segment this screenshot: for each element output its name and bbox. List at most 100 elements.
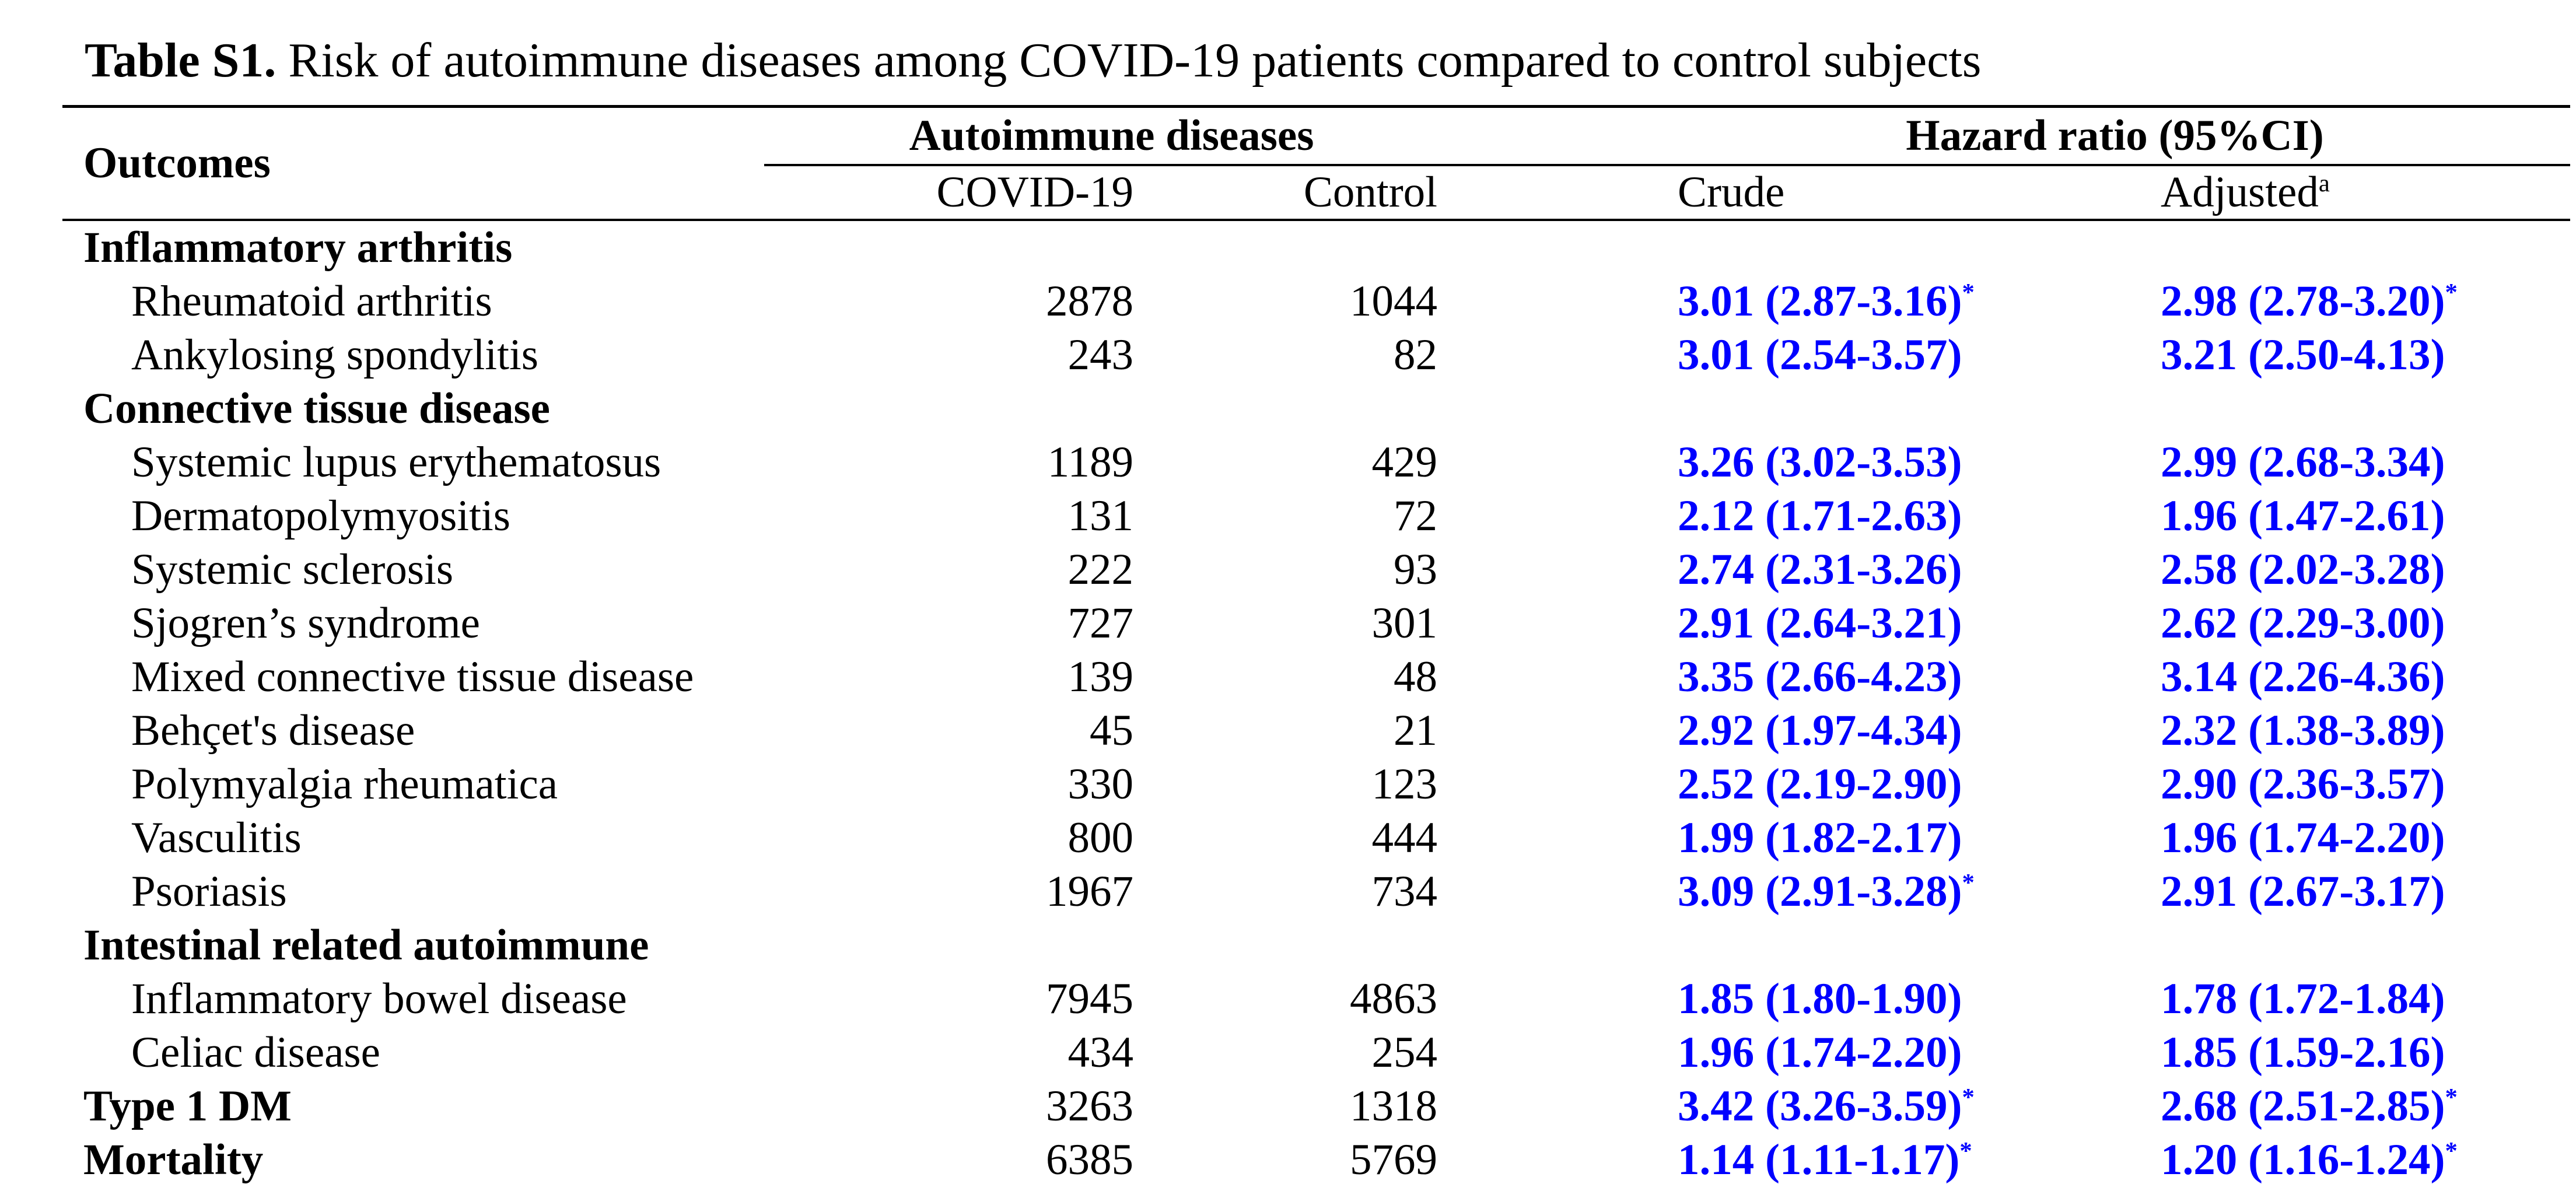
adjusted-hr-cell: 2.32 (1.38-3.89) — [2145, 704, 2570, 758]
spacer-cell — [1459, 436, 1660, 489]
crude-hr-cell: 3.35 (2.66-4.23) — [1660, 650, 2145, 704]
spacer-cell — [1459, 811, 1660, 865]
outcome-cell: Celiac disease — [131, 1028, 380, 1077]
table-row: Psoriasis 1967 734 3.09 (2.91-3.28)* 2.9… — [62, 865, 2570, 919]
outcome-cell: Dermatopolymyositis — [131, 492, 510, 540]
crude-hr-value: 3.26 (3.02-3.53) — [1678, 438, 1962, 486]
covid-count-cell: 139 — [1068, 653, 1134, 701]
adjusted-hr-cell: 2.99 (2.68-3.34) — [2145, 436, 2570, 489]
crude-hr-cell: 2.74 (2.31-3.26) — [1660, 543, 2145, 597]
adjusted-hr-value: 2.32 (1.38-3.89) — [2161, 706, 2445, 755]
group-header-row: Outcomes Autoimmune diseases Hazard rati… — [62, 106, 2571, 221]
table-row: Ankylosing spondylitis 243 82 3.01 (2.54… — [62, 328, 2570, 382]
crude-hr-cell: 1.96 (1.74-2.20) — [1660, 1026, 2145, 1080]
table-row: Mortality 6385 5769 1.14 (1.11-1.17)* 1.… — [62, 1133, 2571, 1184]
adjusted-hr-cell — [2145, 220, 2570, 275]
table-row: Systemic sclerosis 222 93 2.74 (2.31-3.2… — [62, 543, 2570, 597]
outcome-cell: Mortality — [62, 1133, 764, 1184]
control-count-cell: 444 — [1371, 814, 1438, 862]
table-row: Inflammatory bowel disease 7945 4863 1.8… — [62, 972, 2570, 1026]
spacer-cell — [1459, 597, 1660, 650]
covid-count-cell: 1967 — [1046, 867, 1133, 916]
crude-hr-cell — [1660, 382, 2145, 436]
adjusted-hr-cell: 2.90 (2.36-3.57) — [2145, 758, 2570, 811]
adjusted-hr-value: 2.90 (2.36-3.57) — [2161, 760, 2445, 808]
covid-count-cell: 727 — [1068, 599, 1134, 647]
covid-count-cell: 131 — [1068, 492, 1134, 540]
outcome-cell: Mixed connective tissue disease — [131, 653, 694, 701]
covid-count-cell: 3263 — [1046, 1082, 1133, 1130]
table-row: Polymyalgia rheumatica 330 123 2.52 (2.1… — [62, 758, 2570, 811]
significance-asterisk: * — [1962, 278, 1975, 306]
adjusted-hr-value: 3.21 (2.50-4.13) — [2161, 331, 2445, 379]
adjusted-hr-cell — [2145, 919, 2570, 972]
table-caption: Table S1. Risk of autoimmune diseases am… — [0, 0, 2576, 105]
results-table: Outcomes Autoimmune diseases Hazard rati… — [62, 105, 2571, 1184]
adjusted-hr-value: 2.68 (2.51-2.85) — [2161, 1082, 2445, 1130]
significance-asterisk: * — [2445, 1137, 2458, 1165]
footnote-a-superscript: a — [2318, 169, 2330, 197]
crude-hr-value: 1.99 (1.82-2.17) — [1678, 814, 1962, 862]
adjusted-hr-cell: 1.20 (1.16-1.24)* — [2145, 1133, 2571, 1184]
covid-count-cell: 45 — [1090, 706, 1133, 755]
adjusted-hr-cell: 3.14 (2.26-4.36) — [2145, 650, 2570, 704]
table-row: Inflammatory arthritis — [62, 220, 2570, 275]
adjusted-hr-cell: 1.96 (1.47-2.61) — [2145, 489, 2570, 543]
adjusted-hr-cell: 1.96 (1.74-2.20) — [2145, 811, 2570, 865]
covid-count-cell — [764, 220, 1149, 275]
spacer-cell — [1459, 275, 1660, 328]
spacer-cell — [1459, 972, 1660, 1026]
table-row: Rheumatoid arthritis 2878 1044 3.01 (2.8… — [62, 275, 2570, 328]
table-caption-label: Table S1. — [85, 33, 276, 87]
crude-hr-cell: 3.42 (3.26-3.59)* — [1660, 1080, 2145, 1133]
adjusted-hr-value: 3.14 (2.26-4.36) — [2161, 653, 2445, 701]
crude-hr-cell — [1660, 220, 2145, 275]
control-count-cell: 5769 — [1149, 1133, 1460, 1184]
control-count-cell: 82 — [1394, 331, 1438, 379]
adjusted-hr-value: 1.20 (1.16-1.24) — [2161, 1136, 2445, 1184]
adjusted-hr-cell: 2.98 (2.78-3.20)* — [2145, 275, 2570, 328]
outcome-cell: Inflammatory bowel disease — [131, 975, 627, 1023]
table-row: Mixed connective tissue disease 139 48 3… — [62, 650, 2570, 704]
adjusted-hr-value: 2.58 (2.02-3.28) — [2161, 545, 2445, 594]
table-row: Celiac disease 434 254 1.96 (1.74-2.20) … — [62, 1026, 2570, 1080]
significance-asterisk: * — [1959, 1137, 1972, 1165]
table-row: Behçet's disease 45 21 2.92 (1.97-4.34) … — [62, 704, 2570, 758]
crude-hr-value: 2.52 (2.19-2.90) — [1678, 760, 1962, 808]
significance-asterisk: * — [2445, 1083, 2458, 1111]
control-count-cell: 429 — [1371, 438, 1438, 486]
adjusted-hr-cell: 2.91 (2.67-3.17) — [2145, 865, 2570, 919]
control-count-cell: 123 — [1371, 760, 1438, 808]
covid-count-cell: 2878 — [1046, 277, 1133, 325]
outcome-cell: Inflammatory arthritis — [83, 223, 513, 272]
adjusted-hr-value: 2.91 (2.67-3.17) — [2161, 867, 2445, 916]
control-count-cell: 4863 — [1350, 975, 1438, 1023]
adjusted-hr-value: 1.78 (1.72-1.84) — [2161, 975, 2445, 1023]
header-spacer-cell — [1459, 165, 1660, 221]
outcome-cell: Ankylosing spondylitis — [131, 331, 538, 379]
crude-hr-value: 3.42 (3.26-3.59) — [1678, 1082, 1962, 1130]
table-header: Outcomes Autoimmune diseases Hazard rati… — [62, 106, 2571, 221]
column-header-control: Control — [1149, 165, 1460, 221]
control-count-cell: 301 — [1371, 599, 1438, 647]
crude-hr-cell: 1.99 (1.82-2.17) — [1660, 811, 2145, 865]
crude-hr-cell: 2.12 (1.71-2.63) — [1660, 489, 2145, 543]
crude-hr-cell — [1660, 919, 2145, 972]
outcome-cell: Intestinal related autoimmune — [83, 921, 649, 969]
table-row: Intestinal related autoimmune — [62, 919, 2570, 972]
table-row: Vasculitis 800 444 1.99 (1.82-2.17) 1.96… — [62, 811, 2570, 865]
covid-count-cell: 243 — [1068, 331, 1134, 379]
spacer-cell — [1459, 1080, 1660, 1133]
crude-hr-value: 3.01 (2.54-3.57) — [1678, 331, 1962, 379]
crude-hr-value: 2.91 (2.64-3.21) — [1678, 599, 1962, 647]
covid-count-cell — [764, 382, 1149, 436]
covid-count-cell: 222 — [1068, 545, 1134, 594]
significance-asterisk: * — [1962, 1083, 1975, 1111]
adjusted-hr-cell — [2145, 382, 2570, 436]
column-group-autoimmune-diseases: Autoimmune diseases — [764, 106, 1460, 166]
crude-hr-cell: 3.09 (2.91-3.28)* — [1660, 865, 2145, 919]
table-caption-text: Risk of autoimmune diseases among COVID-… — [276, 33, 1982, 87]
table-row: Systemic lupus erythematosus 1189 429 3.… — [62, 436, 2570, 489]
table-row: Type 1 DM 3263 1318 3.42 (3.26-3.59)* 2.… — [62, 1080, 2570, 1133]
spacer-cell — [1459, 865, 1660, 919]
